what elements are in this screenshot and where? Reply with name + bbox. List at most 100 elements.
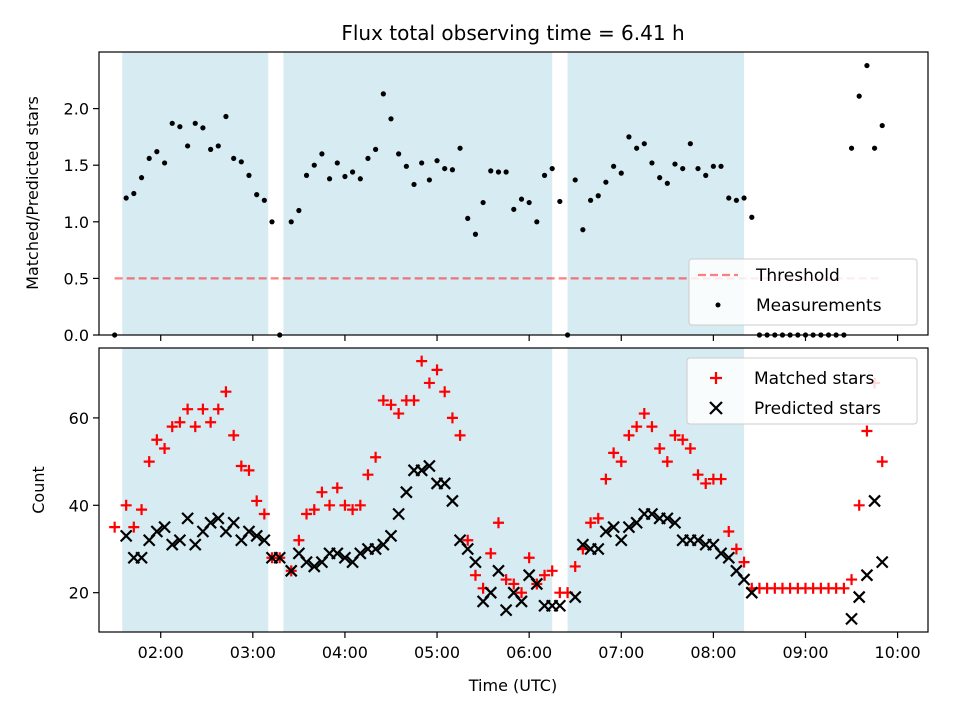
measurement-point [580, 227, 586, 233]
predicted-star-point [250, 529, 263, 543]
predicted-stars-series [119, 459, 889, 626]
matched-star-point [301, 508, 313, 520]
matched-star-point [439, 386, 451, 398]
measurement-point [680, 165, 686, 172]
predicted-star-point [258, 533, 271, 547]
measurement-point [726, 195, 732, 201]
bottom-legend: Matched stars Predicted stars [686, 357, 918, 425]
measurement-point [403, 163, 409, 169]
measurement-point [657, 175, 663, 181]
matched-star-point [354, 499, 366, 511]
matched-star-point [251, 495, 263, 507]
matched-star-point [212, 403, 224, 415]
measurement-point [365, 155, 371, 162]
matched-star-point [462, 534, 474, 546]
shaded-interval [122, 348, 269, 632]
measurement-point [396, 151, 402, 157]
measurement-point [161, 160, 168, 166]
measurement-point [572, 177, 578, 183]
predicted-star-point [242, 525, 256, 538]
top-axes-frame [98, 51, 929, 336]
matched-star-point [500, 574, 512, 586]
predicted-star-point [423, 459, 436, 473]
measurement-point [733, 197, 740, 203]
matched-star-point [197, 403, 209, 415]
measurement-point [131, 190, 137, 197]
matched-star-point [431, 364, 443, 376]
predicted-star-point [384, 529, 398, 543]
predicted-legend-label: Predicted stars [754, 399, 881, 419]
bottom-x-tick-label: 05:00 [414, 643, 460, 662]
bottom-panel: 20 40 60 02:00 03:00 04:00 05:00 06:00 07:00 08:… [29, 347, 929, 695]
matched-star-point [592, 512, 604, 524]
matched-star-point [174, 416, 186, 428]
measurement-point [261, 197, 267, 203]
bottom-x-tick-label: 09:00 [782, 643, 828, 662]
matched-star-point [243, 464, 255, 476]
measurement-point [557, 198, 563, 205]
measurement-point [703, 172, 709, 178]
measurement-point [549, 165, 555, 172]
matched-star-point [189, 421, 201, 433]
measurement-point [741, 195, 747, 201]
top-y-axis: 0.0 0.5 1.0 1.5 2.0 [64, 100, 99, 345]
measurements-legend-swatch [715, 302, 721, 308]
measurement-point [503, 169, 509, 175]
matched-star-point [876, 456, 888, 468]
matched-star-point [159, 442, 171, 454]
predicted-star-point [599, 525, 613, 538]
matched-star-point [684, 442, 696, 454]
measurement-point [626, 134, 632, 140]
measurement-point [311, 162, 317, 168]
matched-star-point [324, 499, 336, 511]
matched-star-point [377, 394, 389, 406]
measurement-point [541, 172, 548, 178]
predicted-star-point [392, 507, 405, 521]
predicted-star-point [868, 494, 881, 508]
measurement-point [649, 160, 655, 166]
bottom-x-tick-label: 02:00 [138, 643, 184, 662]
measurement-point [465, 215, 471, 222]
predicted-star-point [875, 555, 889, 569]
predicted-legend-swatch [709, 401, 723, 415]
predicted-star-point [354, 547, 367, 560]
measurement-point [380, 91, 386, 97]
measurements-legend-label: Measurements [756, 296, 882, 316]
matched-stars-series [109, 355, 888, 599]
matched-star-point [623, 429, 635, 441]
matched-star-point [654, 442, 666, 454]
matched-star-point [469, 569, 481, 581]
bottom-y-axis-label: Count [29, 466, 48, 514]
predicted-star-point [860, 568, 874, 582]
measurement-point [146, 155, 152, 162]
measurement-point [231, 155, 237, 162]
bottom-x-tick-label: 07:00 [598, 643, 644, 662]
measurement-point [856, 93, 862, 99]
matched-star-point [258, 508, 270, 520]
bottom-y-tick-label: 20 [69, 584, 89, 603]
measurement-point [154, 149, 160, 155]
top-legend: Threshold Measurements [688, 258, 918, 326]
shaded-interval [283, 348, 553, 632]
matched-star-point [293, 534, 305, 546]
measurement-point [208, 146, 214, 152]
measurement-point [526, 199, 532, 206]
measurement-point [319, 151, 325, 157]
matched-star-point [546, 565, 558, 577]
matched-star-point [347, 504, 359, 516]
measurement-point [215, 143, 221, 149]
predicted-star-point [227, 516, 240, 530]
predicted-star-point [150, 525, 164, 538]
measurement-point [611, 163, 617, 169]
measurement-point [718, 163, 724, 169]
measurement-point [185, 143, 191, 149]
matched-star-point [454, 429, 466, 441]
shaded-interval [283, 52, 553, 335]
measurement-point [864, 62, 870, 69]
predicted-star-point [400, 485, 413, 499]
measurement-point [534, 219, 540, 225]
measurement-point [138, 175, 145, 181]
measurement-point [434, 158, 440, 164]
matched-star-point [339, 499, 351, 511]
measurement-point [457, 145, 463, 151]
